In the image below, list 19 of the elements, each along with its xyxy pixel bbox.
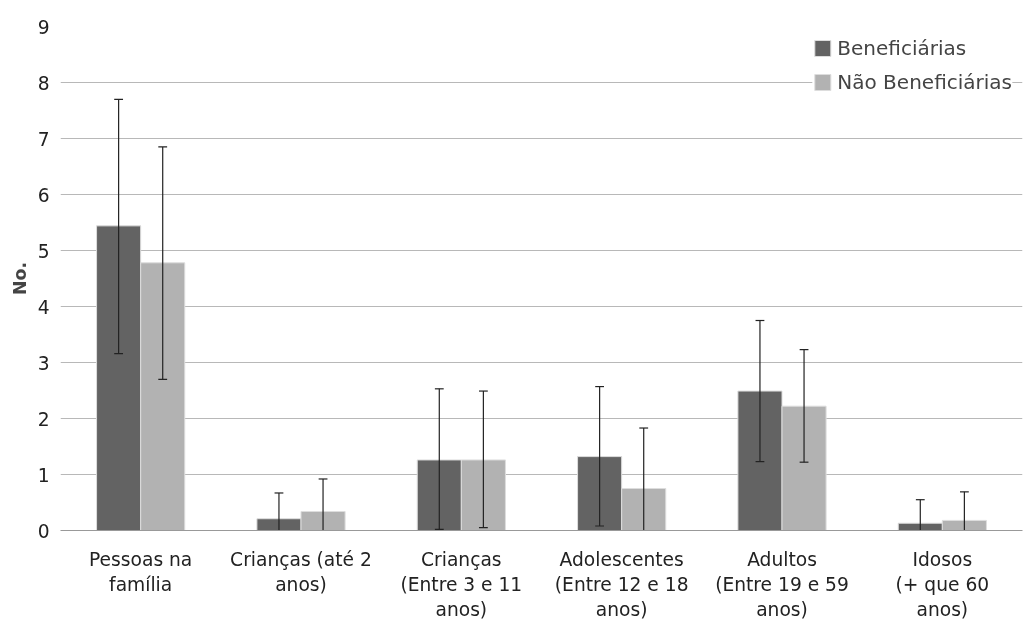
y-tick-label: 3 — [37, 352, 50, 374]
y-tick-label: 8 — [37, 72, 50, 94]
y-tick-label: 9 — [37, 16, 50, 38]
x-tick-label: Adultos (Entre 19 e 59 anos) — [715, 548, 849, 620]
y-axis-title: No. — [9, 261, 30, 295]
x-tick-label: Pessoas na família — [89, 548, 193, 595]
y-tick-label: 1 — [37, 464, 50, 486]
x-tick-label: Idosos (+ que 60 anos) — [895, 548, 990, 620]
y-tick-label: 5 — [37, 240, 50, 262]
y-tick-label: 6 — [37, 184, 50, 206]
legend-label: Beneficiárias — [837, 36, 967, 60]
x-tick-label: Crianças (até 2 anos) — [230, 548, 372, 595]
y-tick-label: 0 — [37, 520, 50, 542]
y-tick-label: 7 — [37, 128, 50, 150]
y-tick-label: 2 — [37, 408, 50, 430]
x-tick-label: Crianças (Entre 3 e 11 anos) — [400, 548, 523, 620]
legend-label: Não Beneficiárias — [837, 70, 1012, 94]
y-tick-label: 4 — [37, 296, 50, 318]
x-tick-label: Adolescentes (Entre 12 e 18 anos) — [554, 548, 689, 620]
